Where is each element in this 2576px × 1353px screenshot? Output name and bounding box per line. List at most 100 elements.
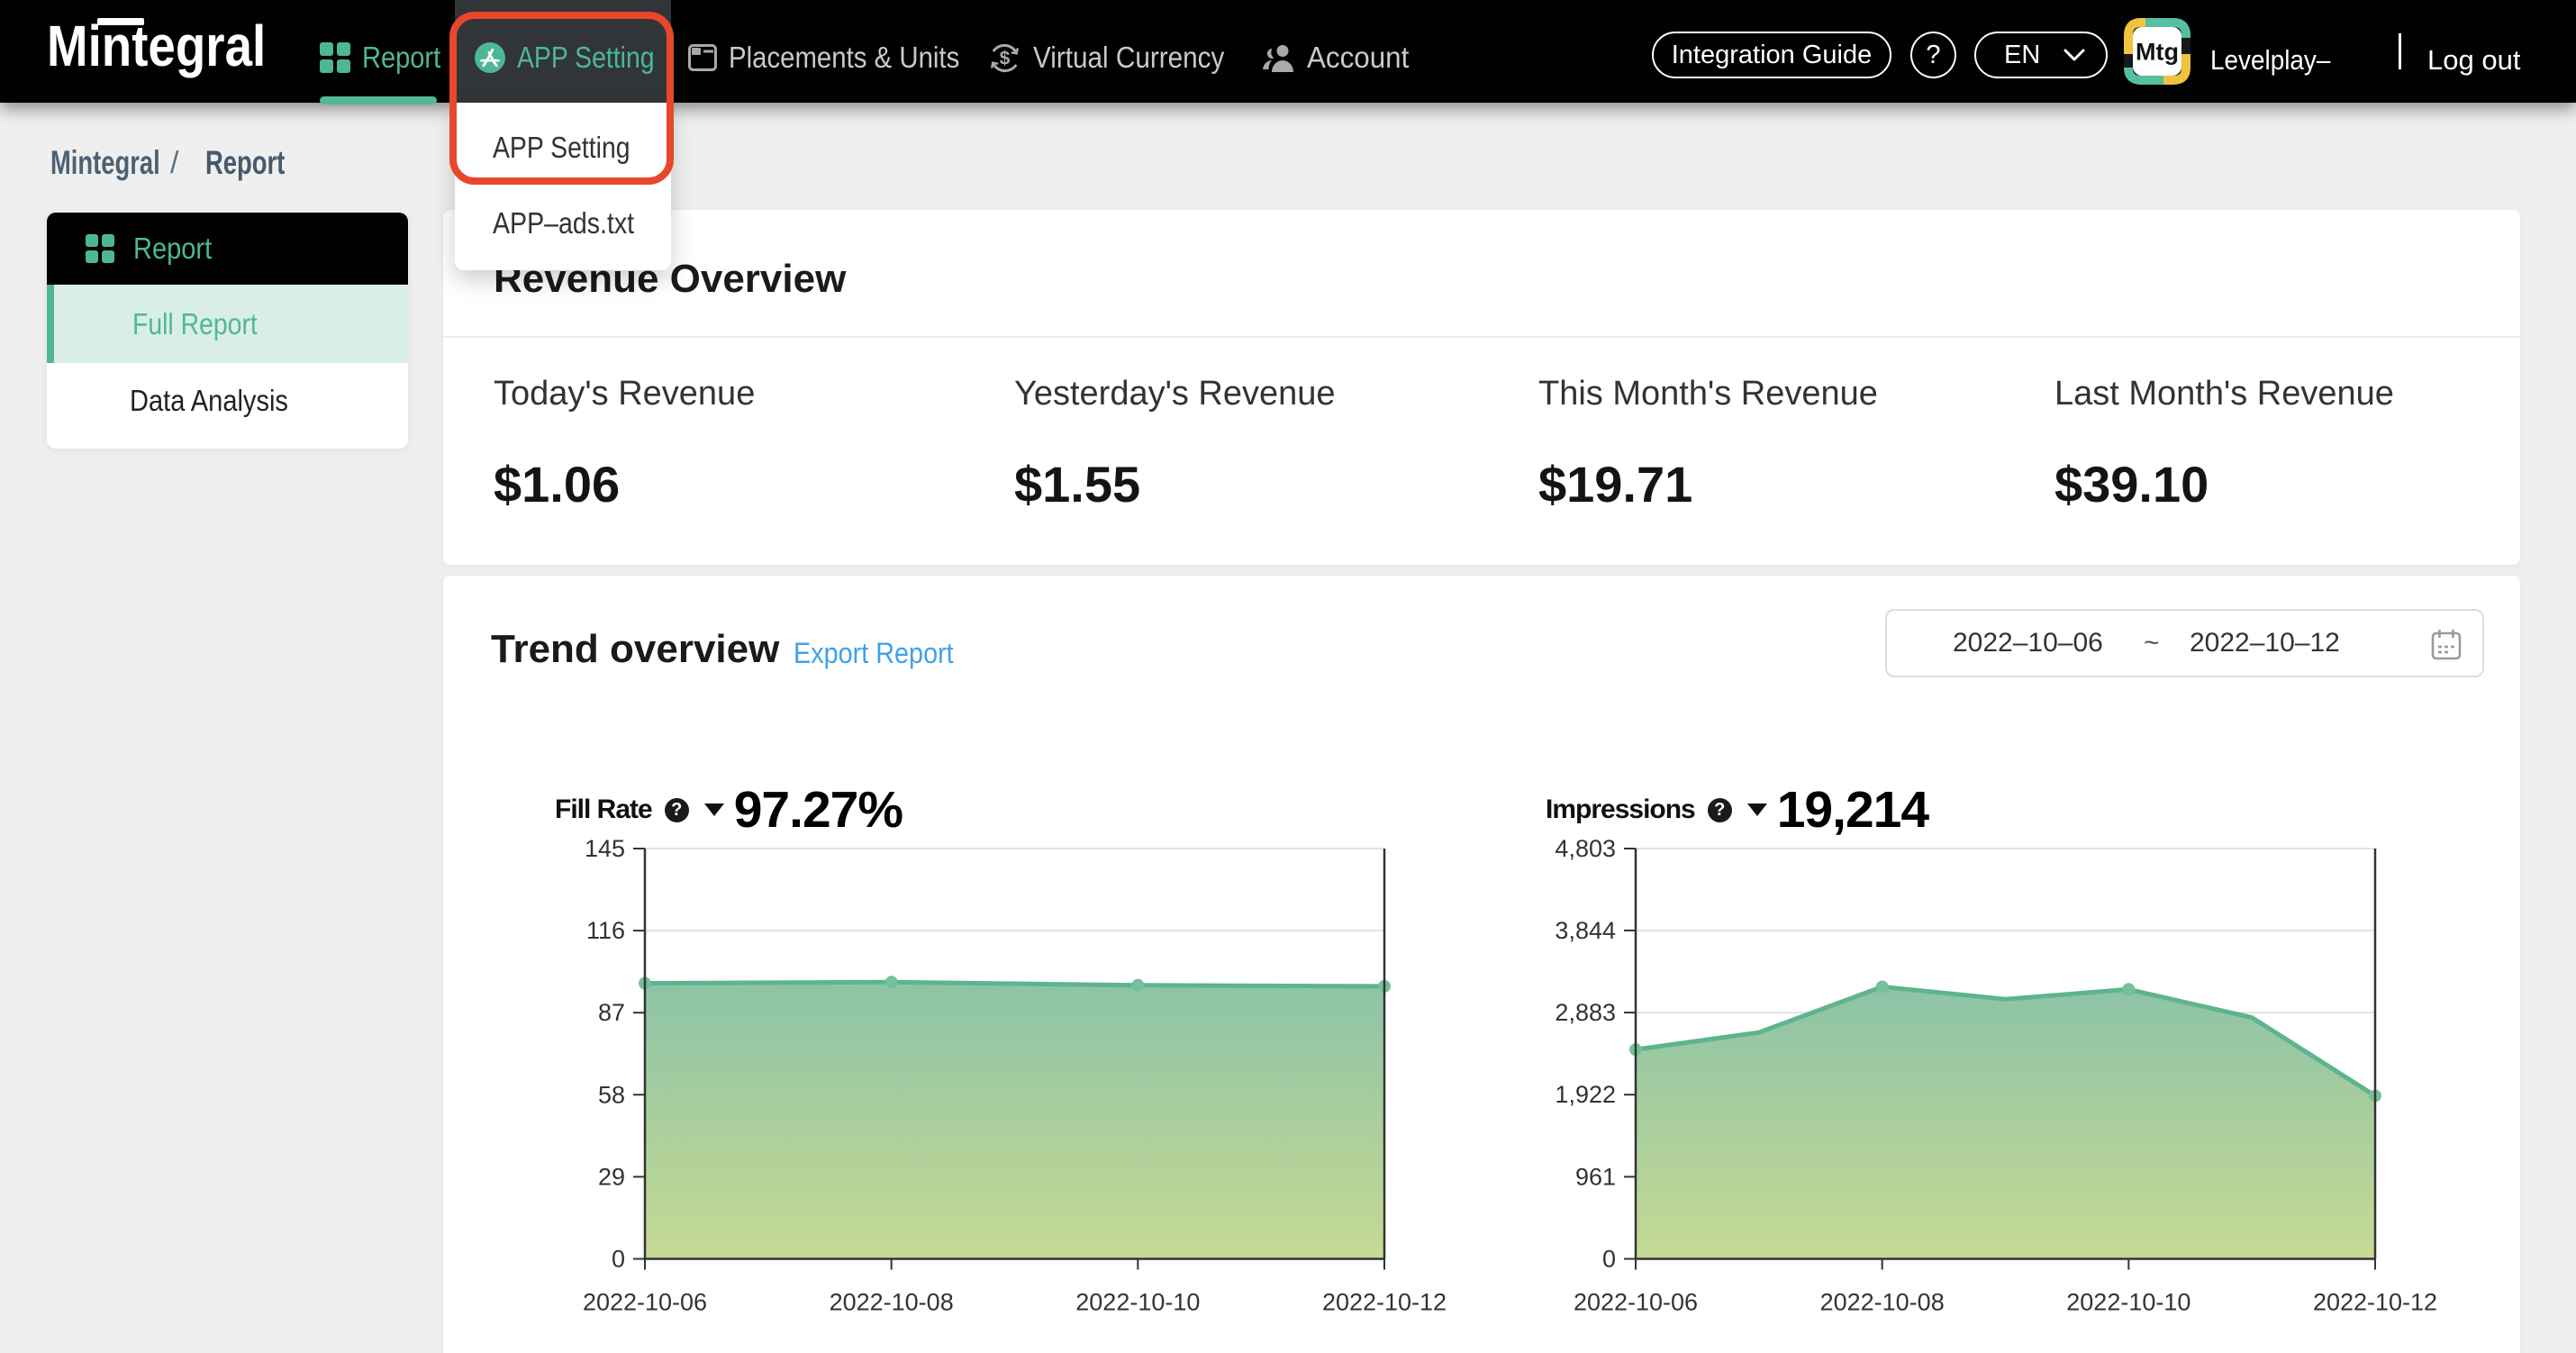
chevron-down-icon xyxy=(2064,49,2085,61)
stat-label: Last Month's Revenue xyxy=(2054,375,2394,413)
date-from[interactable]: 2022–10–06 xyxy=(1953,628,2103,658)
mintegral-avatar[interactable]: Mtg xyxy=(2124,18,2191,85)
stat-last-months-revenue: Last Month's Revenue $39.10 xyxy=(2054,375,2394,513)
coin-icon: $ xyxy=(988,41,1021,75)
grid-icon xyxy=(320,42,350,73)
nav-item-label: APP Setting xyxy=(517,41,655,74)
nav-item-app-setting[interactable]: APP Setting xyxy=(455,0,671,103)
user-icon xyxy=(1261,43,1295,72)
nav-item-label: Virtual Currency xyxy=(1033,41,1225,74)
brand-logo[interactable]: Mintegral xyxy=(47,14,267,78)
help-icon[interactable]: ? xyxy=(1707,797,1732,822)
grid-icon xyxy=(86,234,114,263)
svg-text:961: 961 xyxy=(1575,1163,1616,1190)
impressions-chart: 0 961 1,922 2,883 3,844 4,803 2022-10-06 2022-1… xyxy=(1555,835,2437,1316)
sidebar-item-label: Full Report xyxy=(132,306,258,341)
divider xyxy=(443,336,2520,338)
stat-value: $19.71 xyxy=(1538,456,1693,513)
stat-value: $1.06 xyxy=(494,456,621,513)
dropdown-item-label: APP Setting xyxy=(493,131,630,164)
svg-text:Mtg: Mtg xyxy=(2136,39,2179,66)
svg-text:0: 0 xyxy=(1602,1246,1616,1273)
stat-value: $1.55 xyxy=(1014,456,1141,513)
dropdown-item-app-ads-txt[interactable]: APP–ads.txt xyxy=(493,204,657,242)
svg-text:0: 0 xyxy=(612,1246,625,1273)
impressions-value: 19,214 xyxy=(1776,781,1929,839)
date-range-picker[interactable]: 2022–10–06 ~ 2022–10–12 xyxy=(1885,609,2484,677)
export-report-link[interactable]: Export Report xyxy=(794,637,954,669)
help-icon: ? xyxy=(1926,40,1941,69)
nav-item-placements-units[interactable]: Placements & Units xyxy=(688,0,988,103)
stat-todays-revenue: Today's Revenue $1.06 xyxy=(494,375,755,513)
fill-rate-chart: 0 29 58 87 116 145 2022-10-06 2022-10-08 2022-10… xyxy=(583,835,1447,1316)
nav-item-virtual-currency[interactable]: $ Virtual Currency xyxy=(988,0,1246,103)
breadcrumb-separator: / xyxy=(170,146,179,180)
sidebar-item-full-report[interactable]: Full Report xyxy=(47,285,408,363)
svg-text:29: 29 xyxy=(598,1163,625,1190)
trend-overview-title: Trend overview xyxy=(491,627,780,671)
svg-text:2022-10-08: 2022-10-08 xyxy=(1820,1289,1945,1316)
calendar-icon[interactable] xyxy=(2431,629,2462,660)
app-setting-dropdown: APP Setting APP–ads.txt xyxy=(455,103,671,270)
dropdown-item-app-setting[interactable]: APP Setting xyxy=(493,129,652,167)
fill-rate-value: 97.27% xyxy=(733,781,903,839)
nav-item-account[interactable]: Account xyxy=(1261,0,1414,103)
svg-text:2022-10-06: 2022-10-06 xyxy=(1574,1289,1698,1316)
breadcrumb-current: Report xyxy=(205,144,286,181)
impressions-metric-header: Impressions ? 19,214 xyxy=(1546,774,1929,846)
svg-text:4,803: 4,803 xyxy=(1555,835,1616,862)
nav-item-report[interactable]: Report xyxy=(320,0,451,103)
svg-text:3,844: 3,844 xyxy=(1555,917,1616,944)
language-label: EN xyxy=(2004,40,2041,69)
svg-text:87: 87 xyxy=(598,999,625,1026)
svg-text:2022-10-10: 2022-10-10 xyxy=(2066,1289,2191,1316)
svg-text:$: $ xyxy=(1000,48,1011,68)
revenue-overview-card: Revenue Overview Today's Revenue $1.06 Y… xyxy=(443,210,2520,565)
svg-text:2,883: 2,883 xyxy=(1555,999,1616,1026)
divider xyxy=(2399,33,2401,69)
active-nav-underline xyxy=(320,96,437,104)
stat-label: Yesterday's Revenue xyxy=(1014,375,1336,413)
fill-rate-label: Fill Rate xyxy=(555,795,653,824)
impressions-label: Impressions xyxy=(1546,795,1696,824)
sidebar-header-report[interactable]: Report xyxy=(47,213,408,285)
appstore-icon xyxy=(474,41,506,74)
integration-guide-button[interactable]: Integration Guide xyxy=(1652,32,1891,78)
svg-text:58: 58 xyxy=(598,1081,625,1108)
active-indicator-bar xyxy=(47,285,54,363)
svg-text:2022-10-06: 2022-10-06 xyxy=(583,1289,707,1316)
logo-overline xyxy=(97,18,144,25)
date-to[interactable]: 2022–10–12 xyxy=(2190,628,2340,658)
stat-value: $39.10 xyxy=(2054,456,2209,513)
dropdown-item-label: APP–ads.txt xyxy=(493,206,635,240)
sidebar-item-label: Data Analysis xyxy=(130,384,288,417)
stat-yesterdays-revenue: Yesterday's Revenue $1.55 xyxy=(1014,375,1336,513)
breadcrumb-root[interactable]: Mintegral xyxy=(50,144,160,181)
integration-guide-label: Integration Guide xyxy=(1671,40,1873,69)
svg-text:145: 145 xyxy=(585,835,625,862)
nav-item-label: Report xyxy=(362,41,441,74)
username[interactable]: Levelplay– xyxy=(2210,44,2331,76)
help-icon[interactable]: ? xyxy=(664,797,689,822)
language-select[interactable]: EN xyxy=(1974,32,2108,78)
sidebar: Report Full Report Data Analysis xyxy=(47,213,408,449)
fill-rate-metric-header: Fill Rate ? 97.27% xyxy=(555,774,903,846)
nav-item-label: Placements & Units xyxy=(729,41,960,74)
svg-text:116: 116 xyxy=(586,917,625,944)
chevron-down-icon[interactable] xyxy=(1746,804,1767,816)
chevron-down-icon[interactable] xyxy=(703,804,724,816)
svg-text:2022-10-08: 2022-10-08 xyxy=(830,1289,954,1316)
nav-item-label: Account xyxy=(1307,41,1410,74)
stat-this-months-revenue: This Month's Revenue $19.71 xyxy=(1538,375,1878,513)
date-separator: ~ xyxy=(2144,628,2160,658)
logout-button[interactable]: Log out xyxy=(2427,44,2521,76)
stat-label: This Month's Revenue xyxy=(1538,375,1878,413)
sidebar-header-label: Report xyxy=(133,232,213,265)
trend-overview-card: Trend overview Export Report 2022–10–06 … xyxy=(443,576,2520,1353)
sidebar-item-data-analysis[interactable]: Data Analysis xyxy=(47,363,408,439)
svg-text:2022-10-10: 2022-10-10 xyxy=(1075,1289,1200,1316)
svg-text:2022-10-12: 2022-10-12 xyxy=(2313,1289,2437,1316)
placements-icon xyxy=(688,44,717,71)
help-button[interactable]: ? xyxy=(1910,32,1956,78)
